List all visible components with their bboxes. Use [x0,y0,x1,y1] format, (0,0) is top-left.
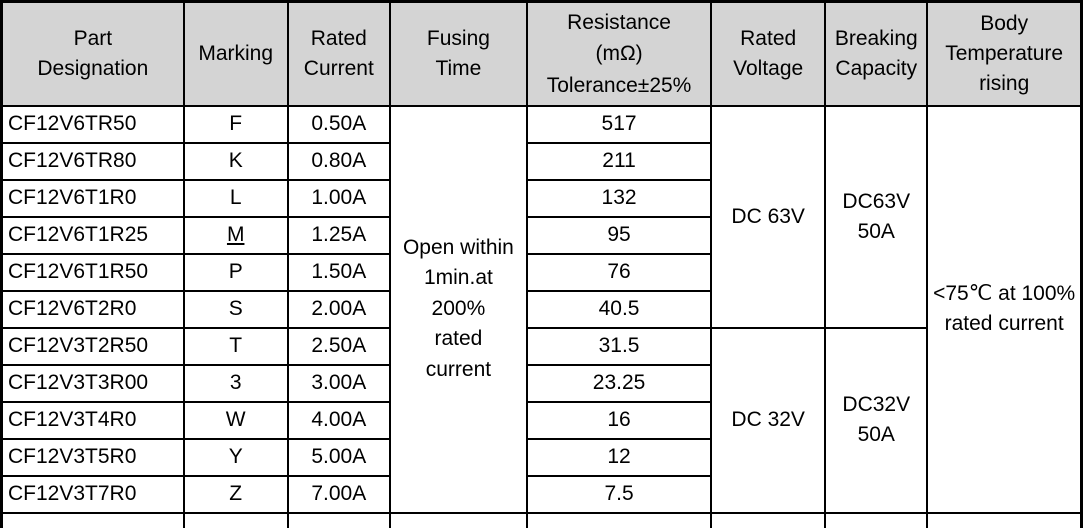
part-cell: CF12V6T1R0 [0,178,185,218]
col-header-marking: Marking [182,0,289,107]
col-header-resistance: Resistance (mΩ) Tolerance±25% [525,0,713,107]
table-row-cutoff [0,511,1083,528]
part-cell: CF12V6T1R25 [0,215,185,255]
marking-cell: T [182,326,289,366]
rated-current-cell [286,511,391,528]
table-row: CF12V3T3R00 3 3.00A 23.25 [0,363,1082,403]
marking-cell: W [182,400,289,440]
table-row: CF12V6TR50 F 0.50A Open within 1min.at 2… [0,104,1083,514]
table-row: CF12V6T1R25 M 1.25A 95 [0,215,1082,255]
resistance-cell: 12 [525,437,713,477]
resistance-cell: 40.5 [525,289,713,329]
rated-voltage-cell: DC 63V [710,104,827,329]
rated-current-cell: 0.80A [286,141,391,181]
breaking-capacity-cell: DC63V 50A [824,104,929,329]
table-row: CF12V3T4R0 W 4.00A 16 [0,400,1082,440]
part-cell: CF12V6TR80 [0,141,185,181]
rated-current-cell: 7.00A [286,474,391,514]
resistance-cell: 95 [525,215,713,255]
col-header-breaking-capacity: Breaking Capacity [824,0,929,107]
part-cell: CF12V3T2R50 [0,326,185,366]
body-temperature-cell [926,511,1083,528]
col-header-rated-voltage: Rated Voltage [710,0,827,107]
col-header-fusing-time: Fusing Time [388,0,528,107]
marking-cell: M [182,215,289,255]
body-temperature-cell: <75℃ at 100% rated current [926,104,1083,514]
resistance-cell: 211 [525,141,713,181]
fusing-time-cell: Open within 1min.at 200% rated current [388,104,528,514]
marking-cell: F [182,104,289,144]
rated-current-cell: 2.00A [286,289,391,329]
rated-current-cell: 0.50A [286,104,391,144]
header-row: Part Designation Marking Rated Current F… [0,0,1083,107]
rated-current-cell: 5.00A [286,437,391,477]
fusing-time-cell [388,511,528,528]
resistance-cell: 517 [525,104,713,144]
rated-voltage-cell [710,511,827,528]
table-row: CF12V6TR80 K 0.80A 211 [0,141,1082,181]
part-cell: CF12V3T3R00 [0,363,185,403]
resistance-cell: 132 [525,178,713,218]
resistance-cell: 7.5 [525,474,713,514]
col-header-body-temperature: Body Temperature rising [926,0,1083,107]
rated-voltage-cell: DC 32V [710,326,827,514]
rated-current-cell: 1.50A [286,252,391,292]
rated-current-cell: 3.00A [286,363,391,403]
table-row: CF12V3T5R0 Y 5.00A 12 [0,437,1082,477]
resistance-cell: 76 [525,252,713,292]
breaking-capacity-cell: DC32V 50A [824,326,929,514]
resistance-cell: 16 [525,400,713,440]
col-header-rated-current: Rated Current [286,0,391,107]
marking-cell: S [182,289,289,329]
part-cell [0,511,185,528]
part-cell: CF12V3T4R0 [0,400,185,440]
rated-current-cell: 1.25A [286,215,391,255]
part-cell: CF12V3T7R0 [0,474,185,514]
marking-cell: Y [182,437,289,477]
marking-cell: 3 [182,363,289,403]
table-row: CF12V6T1R50 P 1.50A 76 [0,252,1082,292]
rated-current-cell: 2.50A [286,326,391,366]
part-cell: CF12V6TR50 [0,104,185,144]
resistance-cell [525,511,713,528]
part-cell: CF12V3T5R0 [0,437,185,477]
marking-cell: Z [182,474,289,514]
marking-cell: K [182,141,289,181]
breaking-capacity-cell [824,511,929,528]
resistance-cell: 31.5 [525,326,713,366]
part-cell: CF12V6T1R50 [0,252,185,292]
table-row: CF12V3T7R0 Z 7.00A 7.5 [0,474,1082,514]
marking-cell [182,511,289,528]
part-cell: CF12V6T2R0 [0,289,185,329]
table-row: CF12V6T2R0 S 2.00A 40.5 [0,289,1082,329]
rated-current-cell: 1.00A [286,178,391,218]
marking-cell: L [182,178,289,218]
rated-current-cell: 4.00A [286,400,391,440]
table-row: CF12V3T2R50 T 2.50A 31.5 DC 32V DC32V 50… [0,326,1082,514]
table-row: CF12V6T1R0 L 1.00A 132 [0,178,1082,218]
resistance-cell: 23.25 [525,363,713,403]
col-header-part-designation: Part Designation [0,0,185,107]
marking-cell: P [182,252,289,292]
